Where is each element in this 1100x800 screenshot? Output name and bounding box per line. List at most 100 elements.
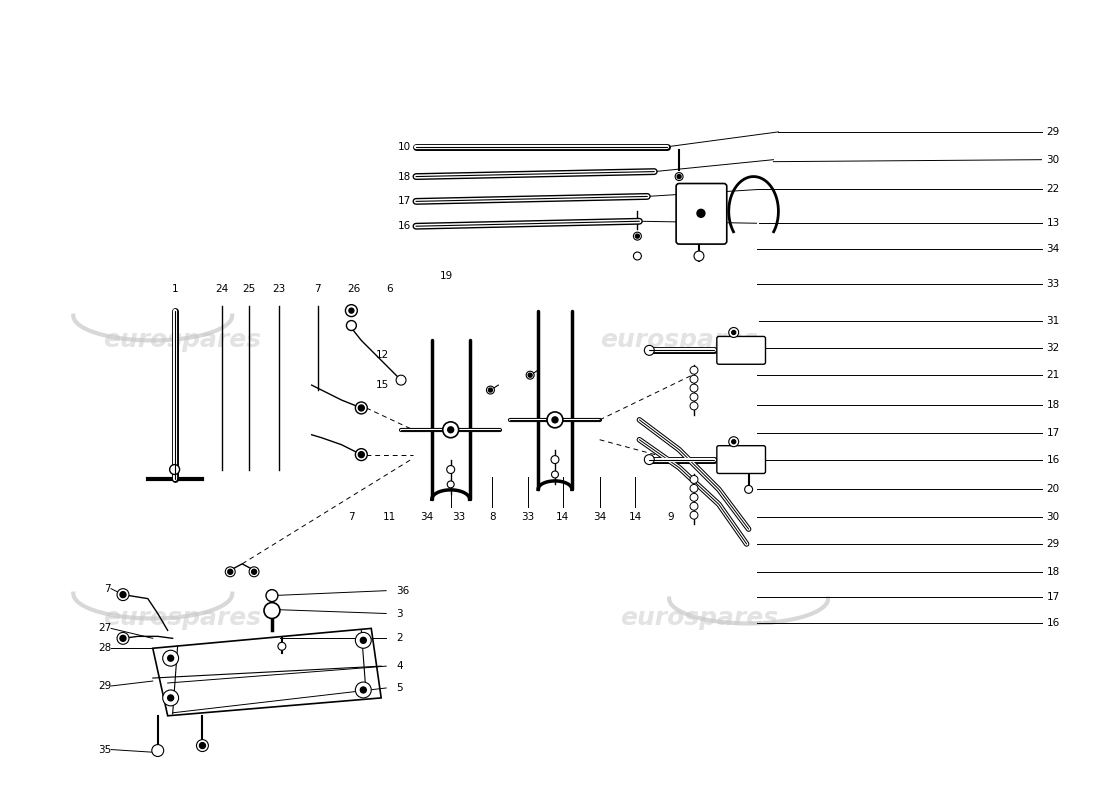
Ellipse shape xyxy=(728,327,739,338)
Ellipse shape xyxy=(442,422,459,438)
Text: 29: 29 xyxy=(1046,539,1059,549)
Text: 7: 7 xyxy=(104,584,111,594)
Text: 33: 33 xyxy=(452,512,465,522)
Text: 25: 25 xyxy=(242,284,255,294)
Text: 29: 29 xyxy=(98,681,111,691)
Ellipse shape xyxy=(163,690,178,706)
Ellipse shape xyxy=(117,589,129,601)
Ellipse shape xyxy=(634,232,641,240)
Ellipse shape xyxy=(167,655,174,661)
Text: 31: 31 xyxy=(1046,315,1059,326)
Text: 2: 2 xyxy=(396,634,403,643)
Ellipse shape xyxy=(199,742,206,749)
Ellipse shape xyxy=(645,346,654,355)
Ellipse shape xyxy=(690,366,698,374)
Text: 34: 34 xyxy=(593,512,606,522)
Text: 19: 19 xyxy=(439,271,453,281)
Ellipse shape xyxy=(694,251,704,261)
Ellipse shape xyxy=(690,393,698,401)
Text: 15: 15 xyxy=(376,380,389,390)
Text: 16: 16 xyxy=(398,222,411,231)
Ellipse shape xyxy=(690,511,698,519)
Ellipse shape xyxy=(675,173,683,181)
Ellipse shape xyxy=(163,650,178,666)
Ellipse shape xyxy=(278,642,286,650)
Ellipse shape xyxy=(547,412,563,428)
FancyBboxPatch shape xyxy=(717,446,766,474)
Ellipse shape xyxy=(634,252,641,260)
Ellipse shape xyxy=(690,475,698,483)
Ellipse shape xyxy=(355,402,367,414)
Ellipse shape xyxy=(690,494,698,502)
Ellipse shape xyxy=(355,449,367,461)
Ellipse shape xyxy=(488,388,493,392)
Text: eurospares: eurospares xyxy=(600,329,758,353)
Polygon shape xyxy=(153,629,382,716)
Ellipse shape xyxy=(349,308,354,313)
Ellipse shape xyxy=(120,592,127,598)
Text: 20: 20 xyxy=(1046,484,1059,494)
Text: 17: 17 xyxy=(1046,428,1059,438)
Text: 5: 5 xyxy=(396,683,403,693)
Ellipse shape xyxy=(448,427,453,433)
Ellipse shape xyxy=(690,402,698,410)
Ellipse shape xyxy=(678,174,681,178)
Ellipse shape xyxy=(152,745,164,757)
Text: 21: 21 xyxy=(1046,370,1059,380)
Text: 33: 33 xyxy=(521,512,535,522)
Text: 7: 7 xyxy=(315,284,321,294)
Text: 28: 28 xyxy=(98,643,111,654)
Ellipse shape xyxy=(486,386,494,394)
Text: 32: 32 xyxy=(1046,343,1059,354)
Ellipse shape xyxy=(551,456,559,463)
Text: 9: 9 xyxy=(668,512,674,522)
Ellipse shape xyxy=(355,632,372,648)
Ellipse shape xyxy=(528,373,532,377)
Text: 18: 18 xyxy=(1046,566,1059,577)
Ellipse shape xyxy=(690,384,698,392)
Ellipse shape xyxy=(732,440,736,444)
Ellipse shape xyxy=(448,481,454,488)
Ellipse shape xyxy=(645,454,654,465)
Ellipse shape xyxy=(359,405,364,411)
Text: 26: 26 xyxy=(346,284,360,294)
Text: 1: 1 xyxy=(172,284,178,294)
Text: 6: 6 xyxy=(386,284,393,294)
Ellipse shape xyxy=(396,375,406,385)
Ellipse shape xyxy=(226,567,235,577)
Text: 3: 3 xyxy=(396,609,403,618)
Text: 4: 4 xyxy=(396,661,403,671)
Text: 36: 36 xyxy=(396,586,409,596)
Text: 8: 8 xyxy=(490,512,496,522)
Text: 17: 17 xyxy=(1046,592,1059,602)
Text: 16: 16 xyxy=(1046,618,1059,629)
Ellipse shape xyxy=(447,466,454,474)
Ellipse shape xyxy=(228,570,233,574)
Text: 29: 29 xyxy=(1046,127,1059,137)
Text: 12: 12 xyxy=(376,350,389,360)
Text: 30: 30 xyxy=(1046,154,1059,165)
Text: 17: 17 xyxy=(398,196,411,206)
Ellipse shape xyxy=(117,632,129,644)
Ellipse shape xyxy=(345,305,358,317)
Text: 7: 7 xyxy=(348,512,354,522)
Ellipse shape xyxy=(526,371,535,379)
FancyBboxPatch shape xyxy=(676,183,727,244)
Ellipse shape xyxy=(551,471,559,478)
Text: 11: 11 xyxy=(383,512,396,522)
Ellipse shape xyxy=(636,234,639,238)
Text: 16: 16 xyxy=(1046,454,1059,465)
Text: 18: 18 xyxy=(1046,400,1059,410)
Ellipse shape xyxy=(264,602,279,618)
Text: 13: 13 xyxy=(1046,218,1059,228)
Ellipse shape xyxy=(169,465,179,474)
Ellipse shape xyxy=(167,695,174,701)
Ellipse shape xyxy=(732,330,736,334)
Text: 10: 10 xyxy=(398,142,411,152)
Ellipse shape xyxy=(361,638,366,643)
Text: eurospares: eurospares xyxy=(103,329,262,353)
Ellipse shape xyxy=(690,502,698,510)
Ellipse shape xyxy=(266,590,278,602)
Text: 23: 23 xyxy=(273,284,286,294)
Ellipse shape xyxy=(690,375,698,383)
